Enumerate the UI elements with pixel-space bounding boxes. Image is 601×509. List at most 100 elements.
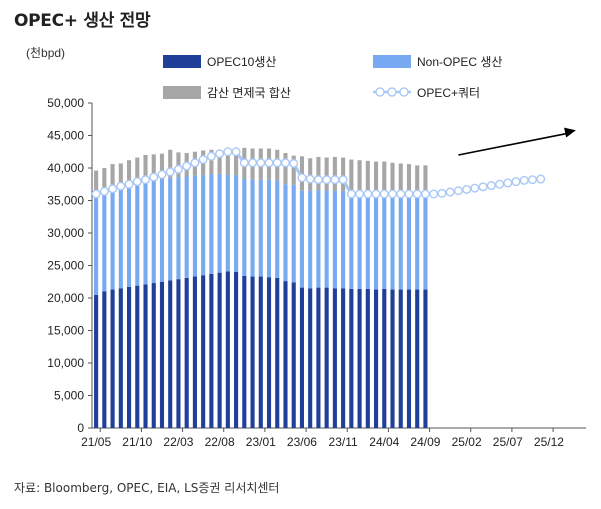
point-opec-quota: [355, 189, 365, 199]
bar-non-opec: [258, 179, 263, 277]
point-opec-quota: [132, 177, 142, 187]
bar-non-opec: [357, 192, 362, 289]
bar-non-opec: [151, 180, 156, 284]
x-tick-label: 25/07: [493, 435, 523, 449]
bar-exempt-countries: [135, 157, 140, 184]
y-tick-label: 50,000: [47, 96, 84, 110]
y-tick-label: 10,000: [47, 356, 84, 370]
bar-non-opec: [398, 194, 403, 290]
x-tick-label: 25/02: [452, 435, 482, 449]
legend-label-opec-quota: OPEC+쿼터: [417, 86, 480, 100]
point-opec-quota: [363, 189, 373, 199]
bar-exempt-countries: [151, 154, 156, 181]
bar-opec10: [275, 277, 280, 428]
bar-exempt-countries: [94, 170, 99, 194]
bar-opec10: [266, 277, 272, 428]
bar-exempt-countries: [308, 158, 313, 191]
x-tick-label: 21/05: [81, 435, 111, 449]
x-tick-label: 25/12: [534, 435, 564, 449]
point-opec-quota: [445, 187, 455, 197]
bar-opec10: [406, 289, 412, 428]
point-opec-quota: [338, 175, 348, 185]
bar-exempt-countries: [143, 155, 148, 183]
bar-opec10: [242, 275, 247, 428]
point-opec-quota: [462, 184, 472, 194]
bar-exempt-countries: [349, 159, 354, 192]
point-opec-quota: [330, 175, 340, 185]
bar-non-opec: [102, 190, 107, 292]
point-opec-quota: [289, 158, 299, 168]
bar-non-opec: [209, 174, 214, 274]
bar-non-opec: [283, 184, 288, 282]
bar-exempt-countries: [357, 160, 362, 193]
bar-opec10: [94, 294, 99, 428]
bar-opec10: [357, 288, 362, 428]
bar-non-opec: [324, 190, 329, 288]
bar-opec10: [102, 291, 107, 428]
y-tick-label: 35,000: [47, 194, 84, 208]
point-opec-quota: [124, 179, 134, 189]
legend-marker-opec-quota: [375, 87, 385, 97]
bar-non-opec: [406, 194, 412, 290]
bar-non-opec: [291, 184, 296, 283]
bar-exempt-countries: [316, 156, 321, 191]
point-opec-quota: [198, 155, 208, 165]
point-opec-quota: [388, 189, 398, 199]
legend-swatch-exempt-countries: [163, 86, 201, 99]
x-tick-label: 23/01: [246, 435, 276, 449]
point-opec-quota: [141, 175, 151, 185]
point-opec-quota: [264, 158, 274, 168]
point-opec-quota: [429, 189, 439, 199]
bar-non-opec: [225, 174, 230, 272]
bar-opec10: [159, 281, 165, 428]
bar-non-opec: [159, 179, 165, 282]
legend-marker-opec-quota: [387, 87, 397, 97]
point-opec-quota: [256, 158, 266, 168]
bar-opec10: [423, 289, 428, 428]
bar-non-opec: [168, 177, 173, 281]
bar-non-opec: [94, 194, 99, 295]
bar-opec10: [143, 284, 148, 428]
bar-opec10: [324, 287, 329, 428]
legend-swatch-non-opec: [373, 55, 411, 68]
bar-exempt-countries: [234, 147, 239, 176]
bar-opec10: [382, 288, 387, 428]
y-tick-label: 45,000: [47, 129, 84, 143]
bar-non-opec: [415, 194, 420, 290]
bar-non-opec: [176, 177, 181, 280]
point-opec-quota: [248, 158, 258, 168]
bar-opec10: [291, 282, 296, 428]
bar-exempt-countries: [176, 152, 181, 178]
y-axis-unit-label: (천bpd): [26, 46, 66, 60]
point-opec-quota: [297, 173, 307, 183]
point-opec-quota: [396, 189, 406, 199]
bar-non-opec: [118, 186, 123, 289]
bar-opec10: [192, 276, 197, 428]
bar-opec10: [316, 287, 321, 428]
point-opec-quota: [495, 179, 505, 189]
point-opec-quota: [190, 158, 200, 168]
bar-exempt-countries: [332, 156, 337, 191]
bar-opec10: [135, 285, 140, 428]
point-opec-quota: [91, 189, 101, 199]
bar-exempt-countries: [102, 168, 107, 191]
point-opec-quota: [215, 149, 225, 159]
bar-exempt-countries: [406, 164, 412, 194]
bar-non-opec: [365, 192, 370, 289]
bar-opec10: [373, 289, 379, 428]
plot-area: 0 5,000 10,000 15,000 20,000 25,000 30,000 35,0…: [47, 96, 586, 449]
point-opec-quota: [305, 174, 315, 184]
point-opec-quota: [536, 174, 546, 184]
y-tick-label: 30,000: [47, 226, 84, 240]
point-opec-quota: [519, 175, 529, 185]
bar-non-opec: [373, 192, 379, 290]
bar-opec10: [209, 273, 214, 428]
bar-opec10: [126, 286, 132, 428]
bar-non-opec: [192, 175, 197, 277]
bar-opec10: [283, 281, 288, 428]
legend-marker-opec-quota: [399, 87, 409, 97]
point-opec-quota: [420, 189, 430, 199]
point-opec-quota: [437, 188, 447, 198]
chart-legend: OPEC10생산 Non-OPEC 생산 감산 면제국 합산 OPEC+쿼터: [163, 55, 502, 100]
point-opec-quota: [239, 158, 249, 168]
